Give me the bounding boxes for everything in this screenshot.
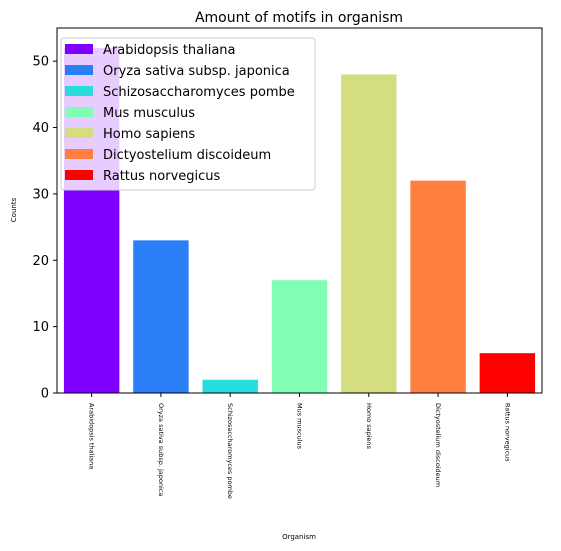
y-axis: 0 10 20 30 40 50 <box>32 55 57 402</box>
y-tick-label: 40 <box>32 121 49 136</box>
legend-swatch <box>65 107 93 117</box>
y-tick-label: 20 <box>32 254 49 269</box>
legend-entry: Mus musculus <box>103 106 195 121</box>
legend-entry: Oryza sativa subsp. japonica <box>103 64 290 79</box>
bar <box>202 379 258 393</box>
plot-frame <box>56 27 543 394</box>
bar <box>410 180 466 393</box>
x-tick-label: Oryza sativa subsp. japonica <box>157 403 165 496</box>
legend-frame <box>60 37 316 191</box>
bar <box>479 353 536 393</box>
legend-swatch <box>65 128 93 138</box>
x-axis-label: Organism <box>282 533 316 541</box>
legend: Arabidopsis thaliana Oryza sativa subsp. … <box>60 37 316 191</box>
x-tick-label: Mus musculus <box>296 403 304 450</box>
legend-entry: Homo sapiens <box>103 127 195 142</box>
bar <box>341 74 397 394</box>
x-tick-label: Arabidopsis thaliana <box>88 403 96 469</box>
legend-swatch <box>65 65 93 75</box>
x-tick-label: Schizosaccharomyces pombe <box>226 403 234 499</box>
legend-swatch <box>65 170 93 180</box>
bar <box>271 280 328 393</box>
bar <box>133 240 189 393</box>
x-tick-label: Rattus norvegicus <box>503 403 511 462</box>
legend-entry: Rattus norvegicus <box>103 169 221 184</box>
legend-entry: Arabidopsis thaliana <box>103 43 236 58</box>
x-tick-label: Homo sapiens <box>365 403 373 450</box>
y-tick-label: 30 <box>32 187 49 202</box>
x-axis: Arabidopsis thaliana Oryza sativa subsp. … <box>88 393 511 499</box>
y-tick-label: 0 <box>41 387 49 402</box>
y-tick-label: 10 <box>32 320 49 335</box>
legend-entry: Dictyostelium discoideum <box>103 148 271 163</box>
y-axis-label: Counts <box>10 197 18 222</box>
x-tick-label: Dictyostelium discoideum <box>434 403 442 487</box>
legend-swatch <box>65 44 93 54</box>
legend-entry: Schizosaccharomyces pombe <box>103 85 295 100</box>
chart-title: Amount of motifs in organism <box>195 10 403 26</box>
legend-swatch <box>65 86 93 96</box>
y-tick-label: 50 <box>32 55 49 70</box>
legend-swatch <box>65 149 93 159</box>
